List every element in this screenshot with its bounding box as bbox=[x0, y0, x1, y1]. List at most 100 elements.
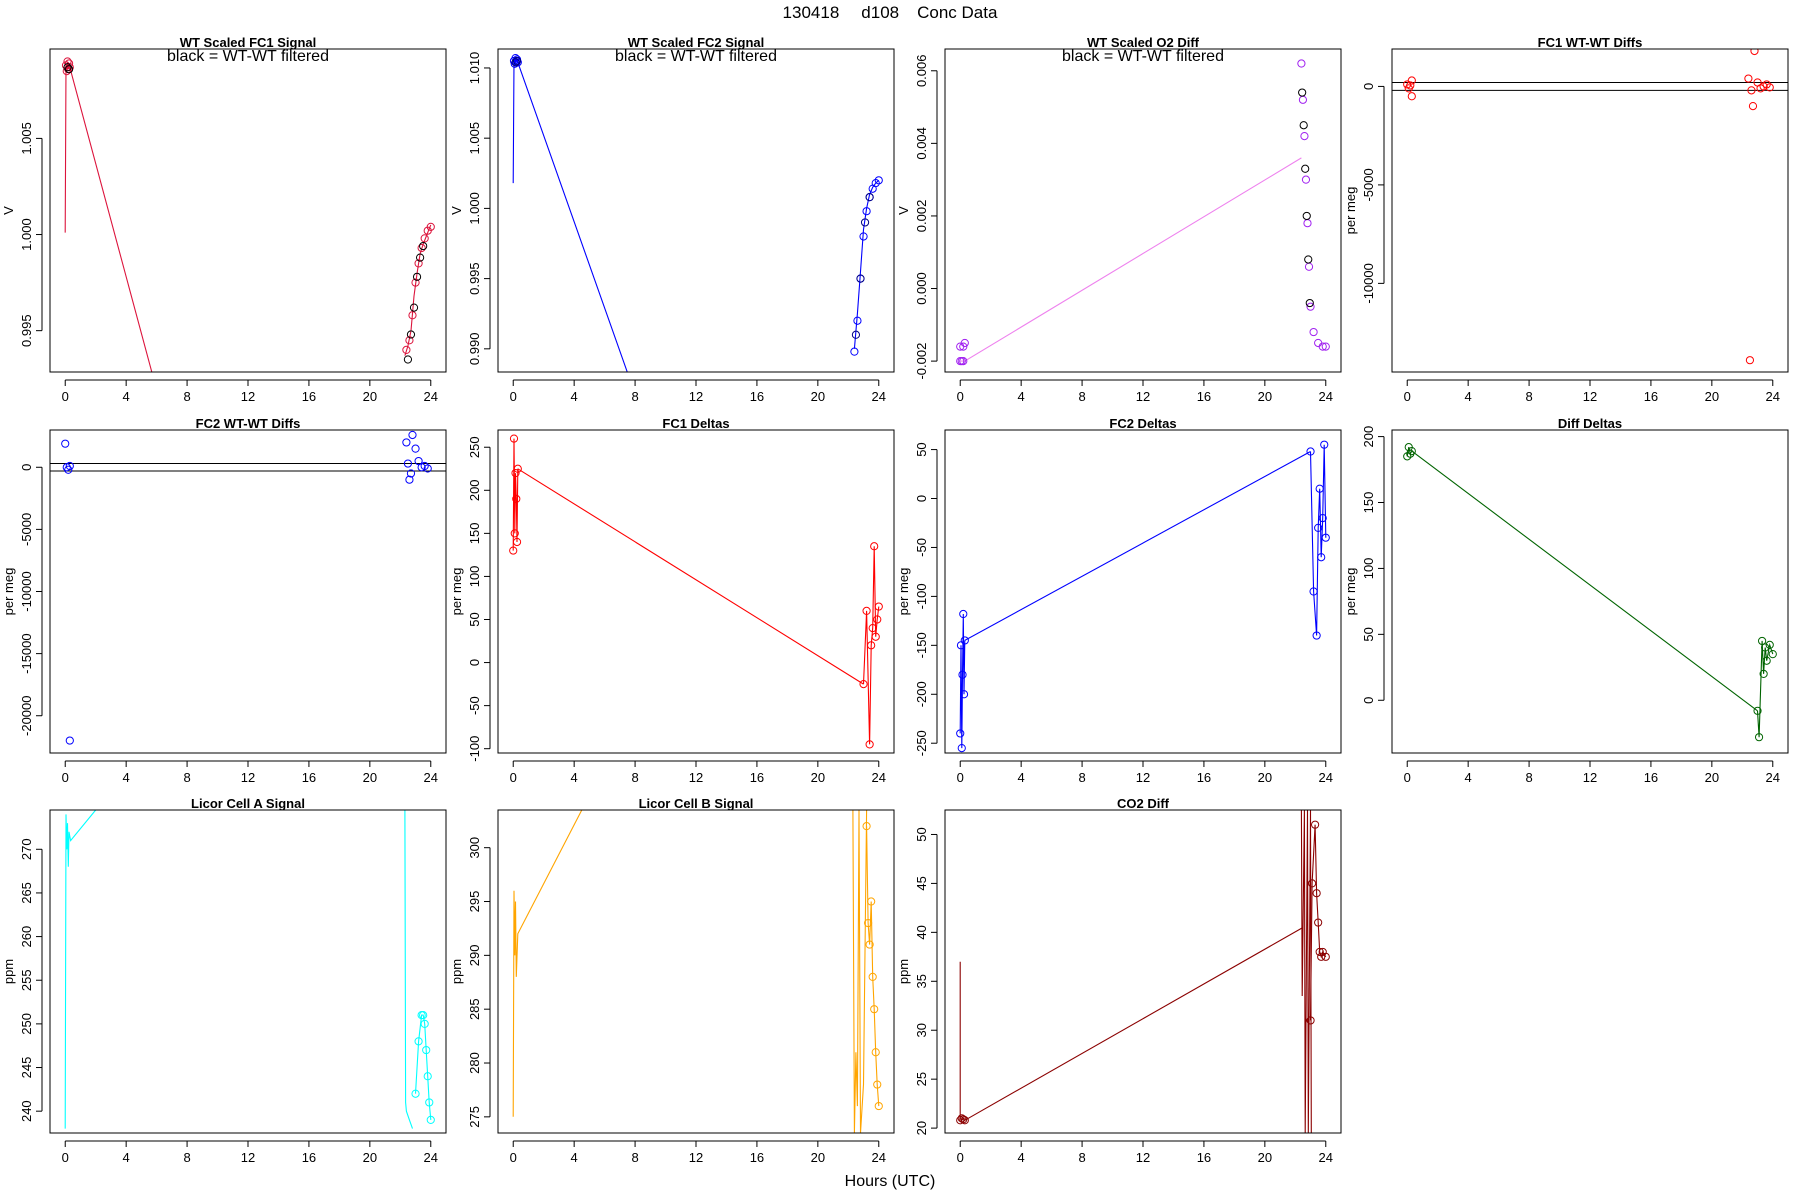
data-point bbox=[862, 207, 871, 216]
data-point bbox=[1306, 302, 1315, 311]
data-point bbox=[1750, 49, 1759, 56]
data-point bbox=[61, 439, 70, 448]
data-point bbox=[1306, 1016, 1315, 1025]
y-axis-label: per meg bbox=[1, 568, 16, 616]
data-point bbox=[957, 744, 966, 753]
data-point bbox=[414, 1037, 423, 1046]
data-point bbox=[403, 355, 413, 364]
data-point bbox=[1761, 643, 1770, 652]
x-tick-label: 24 bbox=[1319, 770, 1333, 785]
x-tick-label: 12 bbox=[241, 1150, 255, 1165]
data-point bbox=[411, 278, 420, 287]
data-point bbox=[414, 259, 423, 268]
data-point bbox=[512, 56, 522, 66]
x-tick-label: 12 bbox=[689, 389, 703, 404]
data-point bbox=[1407, 76, 1416, 85]
x-tick-label: 8 bbox=[1525, 770, 1532, 785]
y-tick-label: 0.006 bbox=[914, 55, 929, 88]
data-point bbox=[426, 1115, 435, 1125]
data-point bbox=[874, 602, 883, 611]
data-point bbox=[406, 469, 416, 478]
y-tick-label: 1.010 bbox=[467, 52, 482, 85]
y-tick-label: 50 bbox=[914, 442, 929, 456]
x-tick-label: 12 bbox=[241, 770, 255, 785]
series-line-late-line bbox=[852, 810, 868, 1133]
data-point bbox=[1297, 59, 1306, 68]
x-tick-label: 0 bbox=[62, 389, 69, 404]
data-point bbox=[1318, 342, 1327, 351]
data-point bbox=[1302, 211, 1311, 221]
y-tick-label: 200 bbox=[1361, 426, 1376, 448]
x-tick-label: 8 bbox=[1525, 389, 1532, 404]
data-point bbox=[958, 670, 967, 679]
x-tick-label: 4 bbox=[123, 1150, 130, 1165]
series-line-early bbox=[959, 613, 966, 749]
y-tick-label: 50 bbox=[1361, 627, 1376, 641]
panel-title: CO2 Diff bbox=[1117, 796, 1170, 811]
y-tick-label: -50 bbox=[914, 538, 929, 557]
data-point bbox=[1317, 553, 1326, 562]
data-point bbox=[959, 357, 968, 366]
y-tick-label: 1.000 bbox=[467, 192, 482, 225]
plot-frame bbox=[497, 809, 895, 1134]
panel-title: WT Scaled FC1 Signal bbox=[180, 35, 317, 50]
data-point bbox=[63, 57, 72, 66]
y-tick-label: 0.004 bbox=[914, 127, 929, 160]
y-tick-label: 45 bbox=[914, 876, 929, 890]
y-tick-label: -100 bbox=[467, 736, 482, 762]
x-tick-label: 12 bbox=[241, 389, 255, 404]
panel-licor-cell-b-signal: Licor Cell B Signal 0 4 8 12 16 20 24 275 280 285 2… bbox=[449, 796, 895, 1165]
x-tick-label: 0 bbox=[1404, 770, 1411, 785]
panel-title: WT Scaled FC2 Signal bbox=[628, 35, 765, 50]
data-point bbox=[1320, 440, 1329, 449]
data-point bbox=[850, 347, 859, 356]
y-tick-label: 40 bbox=[914, 925, 929, 939]
series-line-late bbox=[1309, 824, 1327, 1021]
panel-diff-deltas: Diff Deltas 0 4 8 12 16 20 24 0 50 100 150 200 per me… bbox=[1343, 416, 1789, 785]
figure-title-id: 130418 bbox=[783, 3, 840, 22]
data-point bbox=[513, 58, 522, 67]
x-tick-label: 4 bbox=[571, 389, 578, 404]
data-point bbox=[403, 459, 413, 468]
panel-title: Licor Cell B Signal bbox=[639, 796, 754, 811]
series-line-late bbox=[414, 1014, 432, 1120]
y-tick-label: -50 bbox=[467, 696, 482, 715]
x-tick-label: 20 bbox=[363, 1150, 377, 1165]
data-point bbox=[1304, 262, 1314, 271]
x-tick-label: 12 bbox=[1583, 389, 1597, 404]
x-tick-label: 8 bbox=[631, 1150, 638, 1165]
series-line-late-line bbox=[404, 810, 414, 1129]
data-point bbox=[1298, 95, 1308, 104]
data-point bbox=[65, 461, 74, 471]
data-point bbox=[1765, 83, 1774, 92]
x-tick-label: 4 bbox=[1465, 770, 1472, 785]
data-point bbox=[956, 729, 965, 738]
data-point bbox=[408, 430, 417, 440]
data-point bbox=[959, 690, 969, 699]
data-point bbox=[868, 972, 877, 981]
plot-frame bbox=[497, 429, 895, 754]
x-tick-label: 4 bbox=[571, 770, 578, 785]
data-point bbox=[511, 468, 520, 478]
data-point bbox=[1747, 86, 1756, 95]
series-line-trend bbox=[517, 468, 864, 685]
data-point bbox=[1321, 952, 1330, 961]
series-line-late bbox=[862, 546, 880, 745]
y-tick-label: 0 bbox=[1361, 697, 1376, 704]
data-point bbox=[1301, 175, 1311, 184]
data-point bbox=[873, 615, 882, 624]
y-tick-label: 260 bbox=[19, 926, 34, 948]
data-point bbox=[512, 494, 521, 504]
data-point bbox=[1759, 669, 1768, 678]
data-point bbox=[862, 822, 871, 831]
data-point bbox=[870, 1005, 879, 1014]
data-point bbox=[1312, 631, 1321, 640]
x-tick-label: 4 bbox=[1018, 1150, 1025, 1165]
x-tick-label: 0 bbox=[957, 1150, 964, 1165]
y-tick-label: 300 bbox=[467, 837, 482, 859]
plot-frame bbox=[944, 429, 1342, 754]
y-tick-label: 0.995 bbox=[467, 262, 482, 295]
data-point bbox=[423, 464, 432, 473]
